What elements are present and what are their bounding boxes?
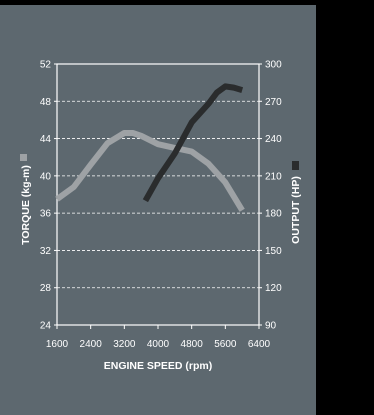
x-tick-label: 2400 — [80, 339, 103, 350]
plot-frame — [56, 63, 260, 326]
left-axis-title-group: TORQUE (kg-m) — [20, 154, 32, 245]
y-right-tick-label: 150 — [265, 246, 282, 257]
x-axis-title: ENGINE SPEED (rpm) — [104, 360, 213, 372]
y-left-tick-label: 36 — [40, 209, 52, 220]
y-right-tick-label: 180 — [265, 209, 282, 220]
x-tick-label: 4000 — [147, 339, 170, 350]
output-line — [142, 83, 244, 203]
gridlines — [57, 100, 259, 289]
y-right-tick-label: 90 — [265, 321, 277, 332]
y-left-tick-label: 40 — [40, 171, 52, 182]
left-axis-title: TORQUE (kg-m) — [20, 165, 32, 245]
y-left-tick-label: 32 — [40, 246, 52, 257]
torque-legend-swatch — [20, 154, 27, 161]
y-left-tick-label: 48 — [40, 97, 52, 108]
y-right-tick-label: 300 — [265, 60, 282, 71]
y-right-tick-label: 270 — [265, 97, 282, 108]
right-axis-title: OUTPUT (HP) — [290, 176, 302, 244]
y-left-tick-label: 44 — [40, 134, 52, 145]
y-right-tick-label: 120 — [265, 283, 282, 294]
chart-panel — [0, 5, 316, 415]
y-left-tick-label: 28 — [40, 283, 52, 294]
y-left-tick-label: 52 — [40, 60, 52, 71]
x-tick-label: 5600 — [214, 339, 237, 350]
right-axis-title-group: OUTPUT (HP) — [290, 161, 302, 244]
output-legend-swatch — [292, 161, 299, 170]
x-tick-label: 1600 — [46, 339, 69, 350]
torque-line — [55, 130, 245, 212]
x-tick-label: 6400 — [248, 339, 271, 350]
x-tick-label: 4800 — [181, 339, 204, 350]
x-tick-label: 3200 — [113, 339, 136, 350]
series-lines — [55, 83, 245, 212]
tick-labels: 24 28 32 36 40 44 48 52 90 120 150 180 210 240 270 300 1… — [40, 60, 282, 351]
y-left-tick-label: 24 — [40, 321, 52, 332]
y-right-tick-label: 240 — [265, 134, 282, 145]
y-right-tick-label: 210 — [265, 171, 282, 182]
